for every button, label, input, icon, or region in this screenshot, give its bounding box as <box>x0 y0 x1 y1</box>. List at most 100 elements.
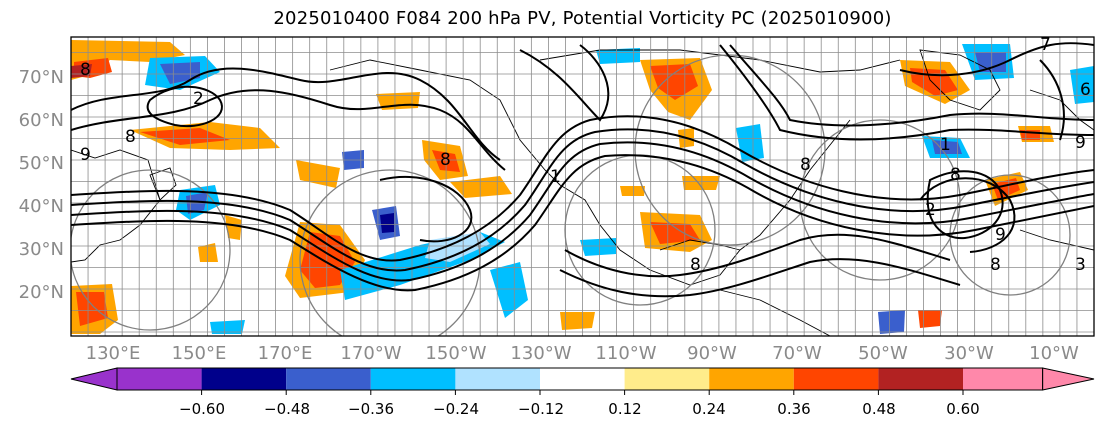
colorbar-label: 0.60 <box>946 400 980 418</box>
contour-label: 8 <box>440 150 451 170</box>
coastline-greenland <box>919 49 1001 111</box>
contour-line <box>564 233 951 278</box>
positive-anomaly <box>71 64 92 78</box>
coastline-asia <box>71 149 161 263</box>
coastline-africa <box>1019 229 1094 251</box>
negative-anomaly <box>380 213 394 233</box>
colorbar-segment <box>1042 367 1095 391</box>
colorbar <box>70 367 1095 395</box>
colorbar-segment <box>709 368 794 390</box>
coastline-north-america <box>559 119 851 286</box>
positive-anomaly <box>225 215 242 240</box>
colorbar-label: 0.24 <box>692 400 726 418</box>
contour-line <box>146 85 223 128</box>
colorbar-segment <box>540 368 625 390</box>
contour-label: 8 <box>690 255 701 275</box>
lon-label-90w: 90°W <box>687 343 737 364</box>
contour-line <box>519 44 610 122</box>
negative-anomaly <box>1070 66 1094 104</box>
contour-line <box>729 44 1094 127</box>
negative-anomaly <box>975 52 1006 72</box>
contour-label: 1 <box>940 135 951 155</box>
ring <box>634 54 826 246</box>
positive-anomaly <box>76 292 108 326</box>
contour-line <box>926 170 1004 240</box>
coastline-south-america <box>719 289 831 336</box>
contour-label: 3 <box>1075 255 1086 275</box>
contour-label: 2 <box>925 200 936 220</box>
colorbar-segment <box>793 368 879 390</box>
contour-line <box>71 115 1094 262</box>
positive-anomaly <box>682 176 720 190</box>
positive-anomaly <box>650 64 698 100</box>
pv-anomaly-shading <box>71 40 1094 334</box>
contour-line <box>719 44 1094 141</box>
contour-label: 8 <box>80 60 91 80</box>
positive-anomaly <box>650 222 700 244</box>
colorbar-segment <box>370 368 456 390</box>
negative-anomaly <box>580 238 616 256</box>
contour-line <box>899 42 1094 77</box>
lon-label-10w: 10°W <box>1029 343 1079 364</box>
negative-anomaly <box>490 262 528 318</box>
lat-label-60n: 60°N <box>18 110 64 131</box>
positive-anomaly <box>198 243 218 262</box>
lat-label-70n: 70°N <box>18 67 64 88</box>
colorbar-label: −0.12 <box>518 400 564 418</box>
negative-anomaly <box>932 140 962 154</box>
positive-anomaly <box>296 160 340 188</box>
colorbar-segment <box>286 368 371 390</box>
negative-anomaly <box>210 320 245 334</box>
contour-line <box>71 67 501 161</box>
ring <box>299 169 481 336</box>
chart-title: 2025010400 F084 200 hPa PV, Potential Vo… <box>273 8 892 29</box>
contour-label: 8 <box>950 165 961 185</box>
contour-label: 6 <box>1080 80 1091 100</box>
lon-label-170e: 170°E <box>257 343 313 364</box>
contour-label: 9 <box>1075 133 1086 153</box>
lat-label-40n: 40°N <box>18 196 64 217</box>
contour-line <box>71 154 1094 292</box>
positive-anomaly <box>560 312 595 330</box>
contour-line <box>71 128 1094 272</box>
contour-label: 8 <box>800 155 811 175</box>
lon-label-130e: 130°E <box>85 343 141 364</box>
colorbar-segment <box>455 368 540 390</box>
contour-line <box>1039 59 1065 141</box>
lon-label-70w: 70°W <box>772 343 822 364</box>
map-frame <box>70 36 1095 337</box>
negative-anomaly <box>596 48 640 64</box>
graticule <box>71 37 1094 336</box>
contour-label: 9 <box>995 225 1006 245</box>
lon-label-50w: 50°W <box>858 343 908 364</box>
positive-anomaly <box>918 310 942 328</box>
colorbar-label: 0.48 <box>862 400 896 418</box>
contour-label: 9 <box>80 145 91 165</box>
contour-label: 8 <box>990 255 1001 275</box>
contour-line <box>919 177 1016 253</box>
negative-anomaly <box>878 310 905 334</box>
colorbar-label: −0.36 <box>348 400 394 418</box>
lon-label-150w: 150°W <box>425 343 487 364</box>
contour-label: 1 <box>550 167 561 187</box>
contour-label: 2 <box>193 89 204 109</box>
colorbar-outline <box>116 367 1044 391</box>
colorbar-label: −0.24 <box>433 400 479 418</box>
ring <box>71 169 231 331</box>
colorbar-segment <box>117 368 202 390</box>
lon-label-30w: 30°W <box>944 343 994 364</box>
lat-label-50n: 50°N <box>18 153 64 174</box>
contour-label: 8 <box>125 127 136 147</box>
ring <box>799 119 961 281</box>
colorbar-segment <box>878 368 963 390</box>
contour-line <box>71 89 506 171</box>
colorbar-segment <box>201 368 287 390</box>
colorbar-segment <box>624 368 710 390</box>
lon-label-130w: 130°W <box>510 343 572 364</box>
lon-label-110w: 110°W <box>595 343 657 364</box>
lon-label-170w: 170°W <box>340 343 402 364</box>
colorbar-label: 0.36 <box>777 400 811 418</box>
rings <box>71 54 1071 336</box>
